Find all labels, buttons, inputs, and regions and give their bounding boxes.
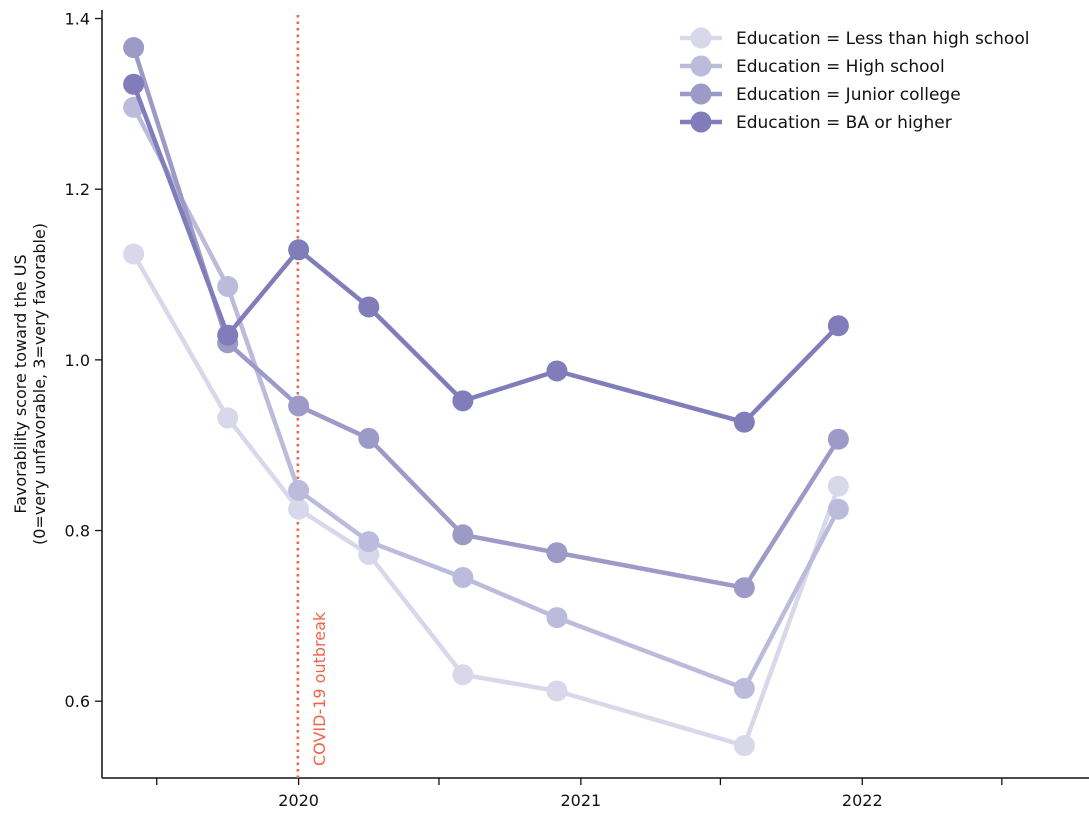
axis-ticks: 0.6 0.8 1.0 1.2 1.4 2020 2021 2022 — [65, 10, 1003, 810]
series-4 — [123, 73, 849, 433]
data-point — [288, 498, 310, 520]
y-tick-label: 1.0 — [65, 351, 90, 370]
data-point — [288, 395, 310, 417]
data-point — [358, 531, 380, 553]
data-point — [288, 239, 310, 261]
data-point — [217, 407, 239, 429]
y-tick-label: 0.6 — [65, 692, 90, 711]
data-point — [546, 607, 568, 629]
data-point — [452, 390, 474, 412]
y-axis-label-line1: Favorability score toward the US — [11, 254, 30, 513]
data-point — [217, 275, 239, 297]
y-tick-label: 1.4 — [65, 10, 90, 29]
legend-swatch-marker — [690, 111, 712, 133]
legend-swatch-marker — [690, 55, 712, 77]
y-axis-label-line2: (0=very unfavorable, 3=very favorable) — [30, 223, 49, 545]
legend-label: Education = High school — [736, 57, 945, 77]
covid-outbreak-label: COVID-19 outbreak — [310, 611, 329, 766]
legend-item: Education = BA or higher — [680, 111, 952, 133]
series-line — [131, 105, 841, 691]
covid-annotation: COVID-19 outbreak — [296, 15, 329, 778]
data-point — [358, 296, 380, 318]
data-point — [546, 360, 568, 382]
data-point — [217, 324, 239, 346]
legend-label: Education = BA or higher — [736, 113, 952, 133]
y-axis-label: Favorability score toward the US(0=very … — [11, 223, 49, 545]
legend-item: Education = Junior college — [680, 83, 961, 105]
axes — [101, 10, 1089, 779]
legend: Education = Less than high school Educati… — [680, 27, 1029, 133]
series-line — [131, 81, 841, 425]
data-point — [733, 677, 755, 699]
data-point — [827, 475, 849, 497]
y-tick-label: 0.8 — [65, 522, 90, 541]
series-line — [131, 251, 841, 748]
legend-item: Education = High school — [680, 55, 945, 77]
series-2 — [123, 96, 849, 699]
data-point — [827, 428, 849, 450]
data-point — [733, 735, 755, 757]
series-line — [131, 45, 841, 590]
data-point — [452, 566, 474, 588]
legend-label: Education = Less than high school — [736, 29, 1029, 49]
x-tick-label: 2020 — [278, 791, 319, 810]
series-3 — [123, 37, 849, 599]
legend-item: Education = Less than high school — [680, 27, 1029, 49]
data-point — [452, 524, 474, 546]
series-layer — [123, 37, 849, 757]
legend-swatch-marker — [690, 83, 712, 105]
data-point — [123, 243, 145, 265]
data-point — [123, 73, 145, 95]
data-point — [546, 542, 568, 564]
data-point — [733, 577, 755, 599]
data-point — [827, 315, 849, 337]
data-point — [123, 37, 145, 59]
legend-label: Education = Junior college — [736, 85, 961, 105]
data-point — [288, 479, 310, 501]
x-tick-label: 2021 — [560, 791, 601, 810]
data-point — [358, 427, 380, 449]
y-tick-label: 1.2 — [65, 180, 90, 199]
data-point — [546, 680, 568, 702]
data-point — [733, 411, 755, 433]
legend-swatch-marker — [690, 27, 712, 49]
series-1 — [123, 243, 849, 757]
data-point — [452, 664, 474, 686]
x-tick-label: 2022 — [842, 791, 883, 810]
data-point — [827, 498, 849, 520]
